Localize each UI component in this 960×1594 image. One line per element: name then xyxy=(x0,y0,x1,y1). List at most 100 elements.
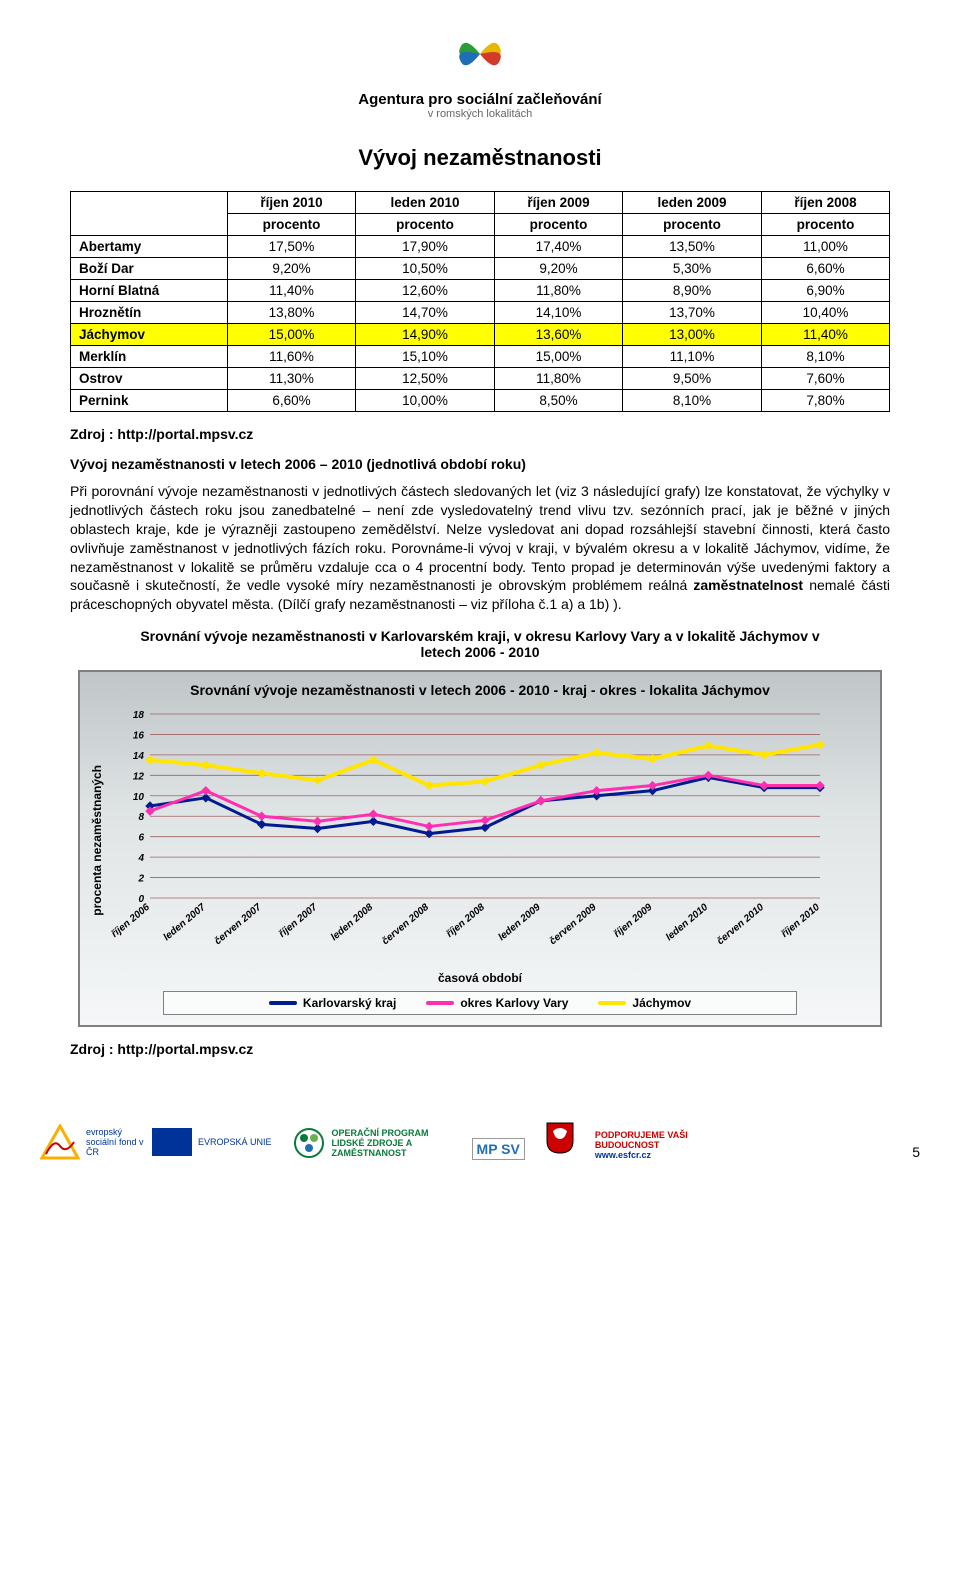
page-footer: evropský sociální fond v ČR EVROPSKÁ UNI… xyxy=(0,1121,960,1180)
svg-text:červen 2010: červen 2010 xyxy=(715,902,766,948)
cell-value: 9,20% xyxy=(494,258,622,280)
table-row: Horní Blatná11,40%12,60%11,80%8,90%6,90% xyxy=(71,280,890,302)
cell-value: 14,70% xyxy=(356,302,495,324)
section-subheading: Vývoj nezaměstnanosti v letech 2006 – 20… xyxy=(70,456,890,472)
cell-value: 11,40% xyxy=(761,324,889,346)
agency-name: Agentura pro sociální začleňování xyxy=(70,91,890,108)
cell-value: 12,60% xyxy=(356,280,495,302)
svg-text:červen 2007: červen 2007 xyxy=(213,902,264,948)
col-subheader: procento xyxy=(356,214,495,236)
svg-text:8: 8 xyxy=(138,812,144,823)
legend-swatch xyxy=(269,1001,297,1005)
cell-value: 11,80% xyxy=(494,280,622,302)
chart-legend: Karlovarský kraj okres Karlovy Vary Jáchym… xyxy=(163,991,797,1015)
cell-value: 11,30% xyxy=(228,368,356,390)
cell-value: 15,10% xyxy=(356,346,495,368)
table-row: Boží Dar9,20%10,50%9,20%5,30%6,60% xyxy=(71,258,890,280)
svg-text:říjen 2006: říjen 2006 xyxy=(110,902,152,940)
body-paragraph: Při porovnání vývoje nezaměstnanosti v j… xyxy=(70,482,890,614)
agency-subtitle: v romských lokalitách xyxy=(70,108,890,120)
row-label: Ostrov xyxy=(71,368,228,390)
table-row: Merklín11,60%15,10%15,00%11,10%8,10% xyxy=(71,346,890,368)
svg-text:říjen 2007: říjen 2007 xyxy=(277,902,320,940)
cell-value: 11,60% xyxy=(228,346,356,368)
cell-value: 7,60% xyxy=(761,368,889,390)
svg-text:14: 14 xyxy=(133,751,145,762)
svg-text:říjen 2008: říjen 2008 xyxy=(444,902,487,940)
row-label: Hroznětín xyxy=(71,302,228,324)
cell-value: 13,70% xyxy=(623,302,762,324)
col-subheader: procento xyxy=(761,214,889,236)
col-header: říjen 2009 xyxy=(494,192,622,214)
cell-value: 10,50% xyxy=(356,258,495,280)
cell-value: 9,50% xyxy=(623,368,762,390)
chart-xaxis-label: časová období xyxy=(90,971,870,985)
svg-text:říjen 2009: říjen 2009 xyxy=(612,902,655,940)
legend-swatch xyxy=(598,1001,626,1005)
op-logo: OPERAČNÍ PROGRAM LIDSKÉ ZDROJE A ZAMĚSTN… xyxy=(292,1126,452,1160)
col-header: leden 2009 xyxy=(623,192,762,214)
unemployment-table: říjen 2010 leden 2010 říjen 2009 leden 2… xyxy=(70,191,890,412)
table-row: Ostrov11,30%12,50%11,80%9,50%7,60% xyxy=(71,368,890,390)
row-label: Abertamy xyxy=(71,236,228,258)
svg-text:leden 2007: leden 2007 xyxy=(162,902,209,944)
legend-swatch xyxy=(426,1001,454,1005)
coat-of-arms-icon xyxy=(545,1121,575,1160)
svg-text:leden 2010: leden 2010 xyxy=(664,902,711,944)
cell-value: 6,90% xyxy=(761,280,889,302)
chart-caption: Srovnání vývoje nezaměstnanosti v Karlov… xyxy=(130,628,830,660)
chart-plot: 024681012141618říjen 2006leden 2007červe… xyxy=(110,708,870,973)
col-header: leden 2010 xyxy=(356,192,495,214)
legend-item: okres Karlovy Vary xyxy=(426,996,568,1010)
legend-label: Jáchymov xyxy=(632,996,691,1010)
svg-text:6: 6 xyxy=(138,833,144,844)
eu-flag-icon xyxy=(152,1128,192,1156)
mpsv-label: MP SV xyxy=(477,1141,520,1157)
op-icon xyxy=(292,1126,326,1160)
cell-value: 14,10% xyxy=(494,302,622,324)
cell-value: 7,80% xyxy=(761,390,889,412)
legend-label: Karlovarský kraj xyxy=(303,996,396,1010)
table-row: Abertamy17,50%17,90%17,40%13,50%11,00% xyxy=(71,236,890,258)
row-label: Pernink xyxy=(71,390,228,412)
cell-value: 17,90% xyxy=(356,236,495,258)
col-subheader: procento xyxy=(228,214,356,236)
svg-text:červen 2009: červen 2009 xyxy=(548,902,599,948)
chart-container: Srovnání vývoje nezaměstnanosti v letech… xyxy=(78,670,882,1027)
row-label: Jáchymov xyxy=(71,324,228,346)
eu-label: EVROPSKÁ UNIE xyxy=(198,1137,272,1147)
legend-item: Karlovarský kraj xyxy=(269,996,396,1010)
svg-text:4: 4 xyxy=(137,853,144,864)
op-label: OPERAČNÍ PROGRAM LIDSKÉ ZDROJE A ZAMĚSTN… xyxy=(332,1128,452,1158)
cell-value: 8,10% xyxy=(761,346,889,368)
agency-logo-icon xyxy=(445,30,515,83)
col-header: říjen 2008 xyxy=(761,192,889,214)
page-number: 5 xyxy=(912,1144,920,1160)
cell-value: 17,50% xyxy=(228,236,356,258)
cell-value: 14,90% xyxy=(356,324,495,346)
cell-value: 12,50% xyxy=(356,368,495,390)
cell-value: 8,10% xyxy=(623,390,762,412)
page-header: Agentura pro sociální začleňování v roms… xyxy=(70,30,890,120)
col-header: říjen 2010 xyxy=(228,192,356,214)
svg-text:10: 10 xyxy=(133,792,145,803)
svg-text:červen 2008: červen 2008 xyxy=(380,902,431,948)
svg-text:2: 2 xyxy=(137,874,144,885)
cell-value: 6,60% xyxy=(761,258,889,280)
esf-icon xyxy=(40,1124,80,1160)
source-label-2: Zdroj : http://portal.mpsv.cz xyxy=(70,1041,890,1057)
legend-label: okres Karlovy Vary xyxy=(460,996,568,1010)
cell-value: 11,40% xyxy=(228,280,356,302)
cell-value: 11,10% xyxy=(623,346,762,368)
legend-item: Jáchymov xyxy=(598,996,691,1010)
svg-text:říjen 2010: říjen 2010 xyxy=(779,902,822,940)
cell-value: 15,00% xyxy=(494,346,622,368)
esfcr-label: PODPORUJEME VAŠI BUDOUCNOST xyxy=(595,1130,715,1150)
row-label: Merklín xyxy=(71,346,228,368)
mpsv-logo: MP SV xyxy=(472,1138,525,1160)
cell-value: 13,80% xyxy=(228,302,356,324)
cell-value: 8,90% xyxy=(623,280,762,302)
esfcr-url: www.esfcr.cz xyxy=(595,1150,715,1160)
svg-text:leden 2009: leden 2009 xyxy=(497,902,544,944)
esf-label: evropský sociální fond v ČR xyxy=(86,1127,146,1157)
